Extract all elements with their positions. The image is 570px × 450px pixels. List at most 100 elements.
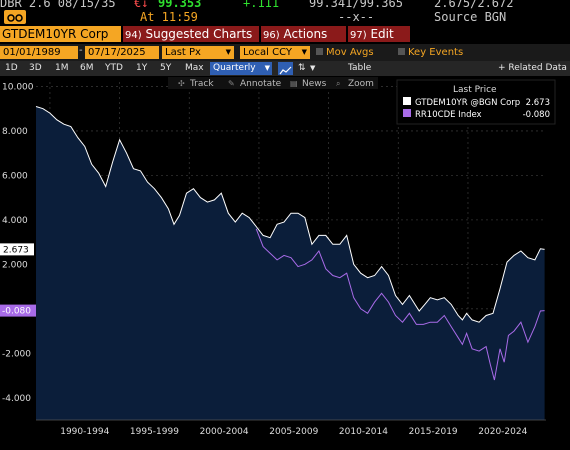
news-button[interactable]: ▤ News: [290, 79, 327, 89]
suggested-charts-label: Suggested Charts: [145, 27, 253, 41]
track-button[interactable]: ✣ Track: [178, 79, 214, 89]
date-separator: -: [79, 45, 83, 56]
line-chart[interactable]: 10.000 8.000 6.000 4.000 2.000 -2.000 -4.000 1…: [0, 76, 570, 446]
bid-ask: 99.341/99.365: [309, 0, 403, 10]
zoom-label: Zoom: [348, 79, 374, 89]
x-tick-label: 2000-2004: [200, 427, 249, 437]
x-tick-label: 2015-2019: [409, 427, 458, 437]
edit-label: Edit: [370, 27, 394, 41]
last-value-tags: 2.673 -0.080: [0, 243, 36, 317]
quote-time: At 11:59: [140, 10, 198, 24]
period-3d[interactable]: 3D: [29, 63, 42, 73]
security-ticker: DBR 2.6 08/15/35: [0, 0, 116, 10]
track-label: Track: [189, 79, 214, 89]
y-axis: 10.000 8.000 6.000 4.000 2.000 -2.000 -4.000: [2, 82, 34, 403]
legend-series1-name: GTDEM10YR @BGN Corp: [415, 98, 520, 108]
annotate-label: Annotate: [240, 79, 282, 89]
checkbox-icon: [398, 48, 405, 55]
legend-series2-name: RR10CDE Index: [415, 110, 482, 120]
end-date-value: 07/17/2025: [88, 47, 146, 58]
table-button[interactable]: Table: [348, 63, 372, 73]
x-tick-label: 1990-1994: [60, 427, 109, 437]
x-tick-label: 2010-2014: [339, 427, 388, 437]
parameter-bar: 01/01/1989 - 07/17/2025 Last Px ▼ Local …: [0, 44, 570, 61]
chevron-down-icon: ▼: [264, 64, 270, 72]
x-axis: 1990-1994 1995-1999 2000-2004 2005-2009 2010…: [36, 419, 546, 437]
series-rr10cde-line: [255, 228, 545, 381]
legend: Last Price GTDEM10YR @BGN Corp 2.673 RR1…: [396, 79, 556, 125]
crosshair-icon: ✣: [178, 79, 185, 88]
news-label: News: [302, 79, 327, 89]
actions-number: 96): [263, 30, 280, 41]
currency-dropdown[interactable]: Local CCY ▼: [240, 46, 310, 59]
start-date-field[interactable]: 01/01/1989: [0, 46, 78, 59]
end-date-field[interactable]: 07/17/2025: [85, 46, 159, 59]
edit-button[interactable]: 97) Edit: [348, 26, 410, 42]
chart-type-icon[interactable]: ⇅: [298, 63, 306, 73]
chevron-down-icon[interactable]: ▼: [310, 64, 316, 72]
volume: --x--: [338, 10, 375, 24]
last-value-tag-series2-text: -0.080: [2, 307, 31, 317]
price-type-value: Last Px: [165, 47, 201, 58]
actions-label: Actions: [283, 27, 328, 41]
actions-button[interactable]: 96) Actions: [261, 26, 346, 42]
security-field[interactable]: GTDEM10YR Corp: [0, 26, 121, 42]
price-type-dropdown[interactable]: Last Px ▼: [162, 46, 234, 59]
last-price: 99.353: [158, 0, 202, 10]
last-value-tag-series1-text: 2.673: [3, 245, 29, 255]
function-bar: GTDEM10YR Corp 94) Suggested Charts 96) …: [0, 24, 570, 44]
security-name: GTDEM10YR Corp: [2, 27, 109, 41]
frequency-dropdown[interactable]: Quarterly ▼: [210, 62, 272, 75]
yield-pair: 2.675/2.672: [434, 0, 514, 10]
news-icon: ▤: [290, 79, 298, 88]
period-max[interactable]: Max: [185, 63, 204, 73]
last-value-tag-series1: [0, 243, 34, 256]
line-chart-icon[interactable]: [278, 62, 293, 75]
annotate-button[interactable]: ✎ Annotate: [228, 79, 282, 89]
edit-number: 97): [350, 30, 367, 41]
chart-toolbar: ✣ Track ✎ Annotate ▤ News ⌕ Zoom: [168, 77, 378, 89]
legend-header: Last Price: [453, 85, 497, 95]
key-events-toggle[interactable]: Key Events: [398, 47, 463, 59]
net-change: +.111: [243, 0, 280, 10]
period-bar: 1D 3D 1M 6M YTD 1Y 5Y Max Quarterly ▼ ⇅ …: [0, 61, 570, 76]
series1-area-fill: [36, 106, 545, 420]
y-tick-label: -2.000: [2, 349, 31, 359]
checkbox-icon: [316, 48, 323, 55]
last-value-tag-series2: [0, 304, 36, 317]
period-1d[interactable]: 1D: [5, 63, 18, 73]
period-ytd[interactable]: YTD: [105, 63, 123, 73]
legend-series1-value: 2.673: [526, 98, 550, 108]
currency-value: Local CCY: [243, 47, 292, 58]
period-5y[interactable]: 5Y: [160, 63, 172, 73]
legend-swatch-series2: [403, 109, 411, 117]
related-data-button[interactable]: + Related Data: [498, 63, 567, 73]
source: Source BGN: [434, 10, 507, 24]
suggested-charts-button[interactable]: 94) Suggested Charts: [123, 26, 259, 42]
y-tick-label: -4.000: [2, 394, 31, 404]
key-events-label: Key Events: [408, 47, 464, 58]
x-tick-label: 2005-2009: [269, 427, 318, 437]
legend-series2-value: -0.080: [523, 110, 550, 120]
change-marker: €↓: [134, 0, 149, 10]
period-6m[interactable]: 6M: [80, 63, 94, 73]
chevron-down-icon: ▼: [301, 48, 307, 56]
chart-area[interactable]: 10.000 8.000 6.000 4.000 2.000 -2.000 -4.000 1…: [0, 76, 570, 446]
mov-avgs-label: Mov Avgs: [326, 47, 374, 58]
zoom-button[interactable]: ⌕ Zoom: [336, 79, 374, 89]
chevron-down-icon: ▼: [225, 48, 231, 56]
x-tick-label: 2020-2024: [478, 427, 527, 437]
quote-bar: DBR 2.6 08/15/35 €↓ 99.353 +.111 99.341/…: [0, 0, 570, 24]
y-tick-label: 8.000: [2, 127, 28, 137]
bloomberg-logo-icon: [4, 10, 26, 24]
mov-avgs-toggle[interactable]: Mov Avgs: [316, 47, 374, 59]
y-tick-label: 6.000: [2, 171, 28, 181]
y-tick-label: 2.000: [2, 260, 28, 270]
frequency-value: Quarterly: [213, 63, 256, 73]
y-tick-label: 4.000: [2, 216, 28, 226]
period-1y[interactable]: 1Y: [136, 63, 148, 73]
pencil-icon: ✎: [228, 79, 235, 88]
suggested-charts-number: 94): [125, 30, 142, 41]
legend-swatch-series1: [403, 97, 411, 105]
period-1m[interactable]: 1M: [55, 63, 69, 73]
